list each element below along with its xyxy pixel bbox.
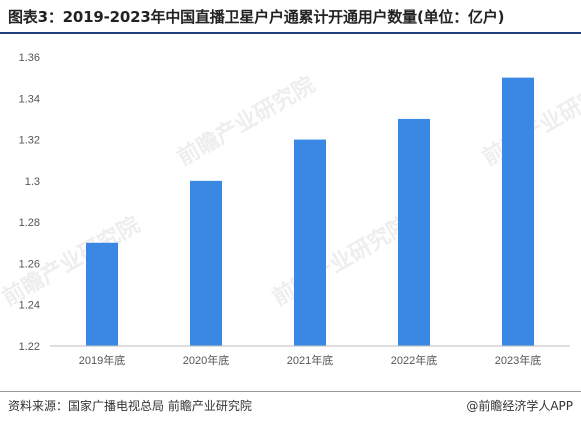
y-tick-label: 1.26: [19, 258, 40, 270]
bar-chart: 前瞻产业研究院 前瞻产业研究院 前瞻产业研究院 前瞻产业研究院 1.221.24…: [0, 52, 581, 367]
footer-divider: [0, 391, 581, 392]
credit-label: @前瞻经济学人APP: [466, 399, 573, 413]
y-tick-label: 1.36: [19, 52, 40, 64]
x-tick-label: 2019年底: [79, 353, 125, 367]
title-divider: [0, 32, 581, 34]
x-tick-label: 2022年底: [391, 353, 437, 367]
x-tick-label: 2021年底: [287, 353, 333, 367]
bars: [86, 77, 534, 346]
x-axis: 2019年底 2020年底 2021年底 2022年底 2023年底: [79, 353, 541, 367]
y-tick-label: 1.24: [19, 300, 40, 312]
y-tick-label: 1.3: [25, 176, 40, 188]
y-tick-label: 1.22: [19, 341, 40, 353]
y-tick-label: 1.32: [19, 135, 40, 147]
y-tick-label: 1.28: [19, 217, 40, 229]
y-axis: 1.22 1.24 1.26 1.28 1.3 1.32 1.34 1.36: [19, 52, 40, 353]
source-note: 资料来源：国家广播电视总局 前瞻产业研究院: [8, 399, 252, 413]
bar: [398, 118, 430, 346]
y-tick-label: 1.34: [19, 93, 40, 105]
bar: [502, 77, 534, 346]
bar: [190, 180, 222, 346]
x-tick-label: 2023年底: [495, 353, 541, 367]
watermark-text: 前瞻产业研究院: [268, 212, 414, 312]
x-tick-label: 2020年底: [183, 353, 229, 367]
bar: [294, 139, 326, 346]
chart-title: 图表3：2019-2023年中国直播卫星户户通累计开通用户数量(单位：亿户): [8, 8, 505, 26]
bar: [86, 242, 118, 346]
